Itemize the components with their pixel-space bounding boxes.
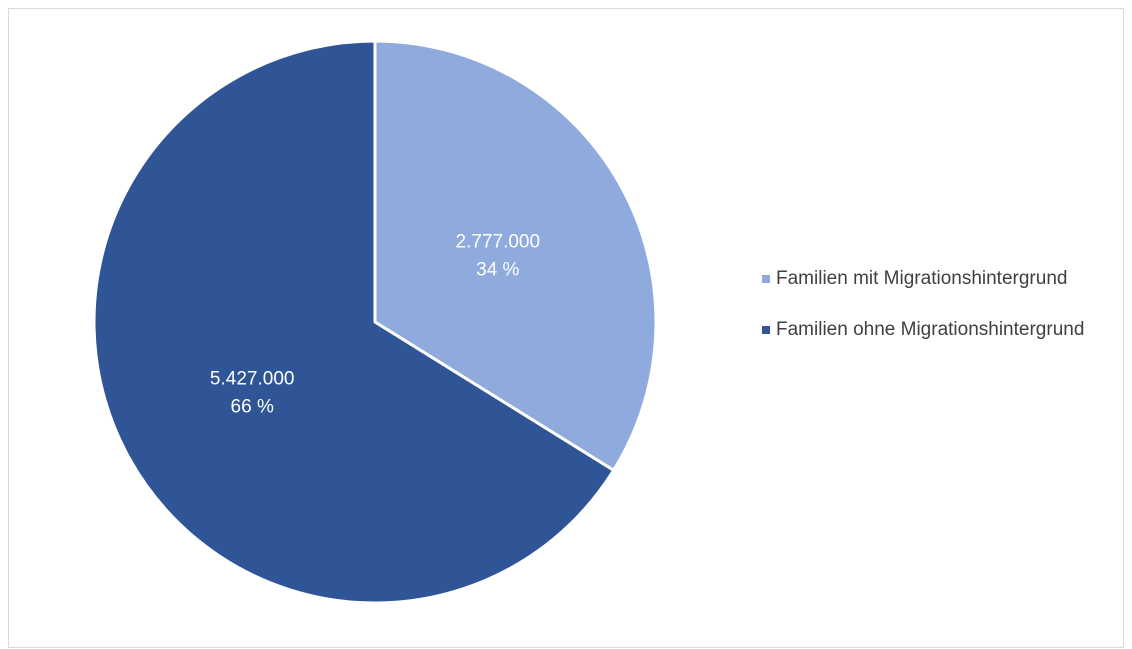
pie-slice-ohne: [92, 39, 616, 605]
legend-item-mit: Familien mit Migrationshintergrund: [762, 267, 1132, 291]
pie-data-labels: 2.777.000 34 % 5.427.000 66 %: [210, 232, 540, 418]
pie-label-ohne-percent: 66 %: [231, 396, 274, 417]
pie-label-ohne: 5.427.000 66 %: [210, 368, 295, 417]
pie-label-mit-value: 2.777.000: [456, 232, 541, 253]
pie-chart: 2.777.000 34 % 5.427.000 66 %: [92, 39, 658, 605]
legend: Familien mit Migrationshintergrund Famil…: [762, 267, 1132, 369]
pie-slice-mit: [373, 39, 658, 472]
pie-label-ohne-value: 5.427.000: [210, 368, 295, 389]
legend-label-mit: Familien mit Migrationshintergrund: [776, 268, 1068, 289]
legend-swatch-mit: [762, 275, 770, 283]
pie-label-mit: 2.777.000 34 %: [456, 232, 541, 281]
legend-swatch-ohne: [762, 326, 770, 334]
chart-area: 2.777.000 34 % 5.427.000 66 % Familien mit …: [8, 8, 1124, 648]
pie-label-mit-percent: 34 %: [476, 260, 519, 281]
legend-item-ohne: Familien ohne Migrationshintergrund: [762, 318, 1132, 342]
legend-label-ohne: Familien ohne Migrationshintergrund: [776, 319, 1085, 340]
pie-slices: [92, 39, 658, 605]
